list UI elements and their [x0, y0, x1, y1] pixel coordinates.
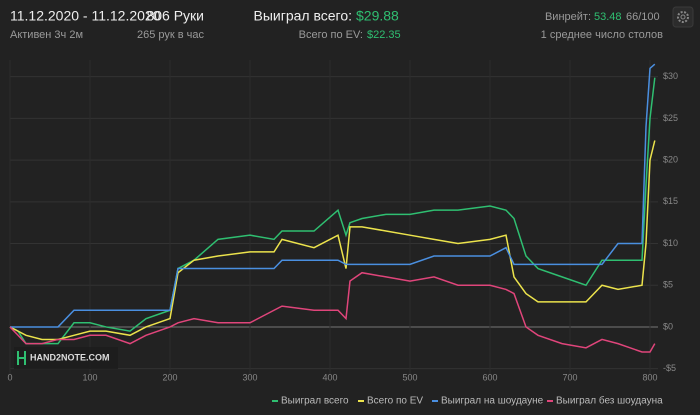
x-tick-label: 500 — [402, 372, 417, 382]
series-line — [9, 271, 656, 353]
winrate-rest: 66/100 — [626, 11, 660, 23]
legend-label: Всего по EV — [367, 396, 423, 407]
x-tick-label: 600 — [482, 372, 497, 382]
y-tick-label: $30 — [663, 71, 678, 81]
x-tick-label: 400 — [322, 372, 337, 382]
x-tick-label: 100 — [82, 372, 97, 382]
legend-label: Выиграл без шоудауна — [556, 395, 663, 407]
watermark: HAND2NOTE.COM — [30, 352, 110, 362]
legend-label: Выиграл всего — [281, 396, 349, 407]
settings-icon[interactable] — [672, 6, 694, 28]
series-line — [9, 77, 656, 345]
y-tick-label: $0 — [663, 321, 673, 331]
hands-per-hour: 265 рук в час — [137, 29, 205, 41]
grid: -$5 $0 $5 $10 $15 $20 $25 $30 0 100 200 300 400 500 60… — [7, 60, 678, 382]
lines — [9, 63, 656, 353]
x-tick-label: 800 — [642, 372, 657, 382]
y-tick-label: $10 — [663, 238, 678, 248]
won-label: Выиграл всего: — [254, 8, 353, 24]
ev-label: Всего по EV: — [299, 29, 363, 41]
x-tick-label: 300 — [242, 372, 257, 382]
x-tick-label: 700 — [562, 372, 577, 382]
x-tick-label: 200 — [162, 372, 177, 382]
y-tick-label: $5 — [663, 280, 673, 290]
legend-label: Выиграл на шоудауне — [441, 396, 544, 407]
winrate-value: 53.48 — [594, 11, 622, 23]
legend: Выиграл всего Всего по EV Выиграл на шоуда… — [272, 395, 663, 407]
active-time: Активен 3ч 2м — [10, 29, 83, 41]
y-tick-label: $20 — [663, 154, 678, 164]
hands: 806 Руки — [146, 8, 204, 24]
series-line — [10, 63, 656, 328]
date-range: 11.12.2020 - 11.12.2020 — [10, 8, 161, 24]
winrate-label: Винрейт: — [545, 11, 591, 23]
x-tick-label: 0 — [7, 372, 12, 382]
y-tick-label: $15 — [663, 196, 678, 206]
y-tick-label: $25 — [663, 113, 678, 123]
series-line — [9, 140, 656, 341]
tables: 1 среднее число столов — [541, 29, 663, 41]
watermark-logo — [14, 347, 118, 369]
won-value: $29.88 — [356, 8, 399, 24]
ev-value: $22.35 — [367, 29, 401, 41]
y-tick-label: -$5 — [663, 363, 676, 373]
